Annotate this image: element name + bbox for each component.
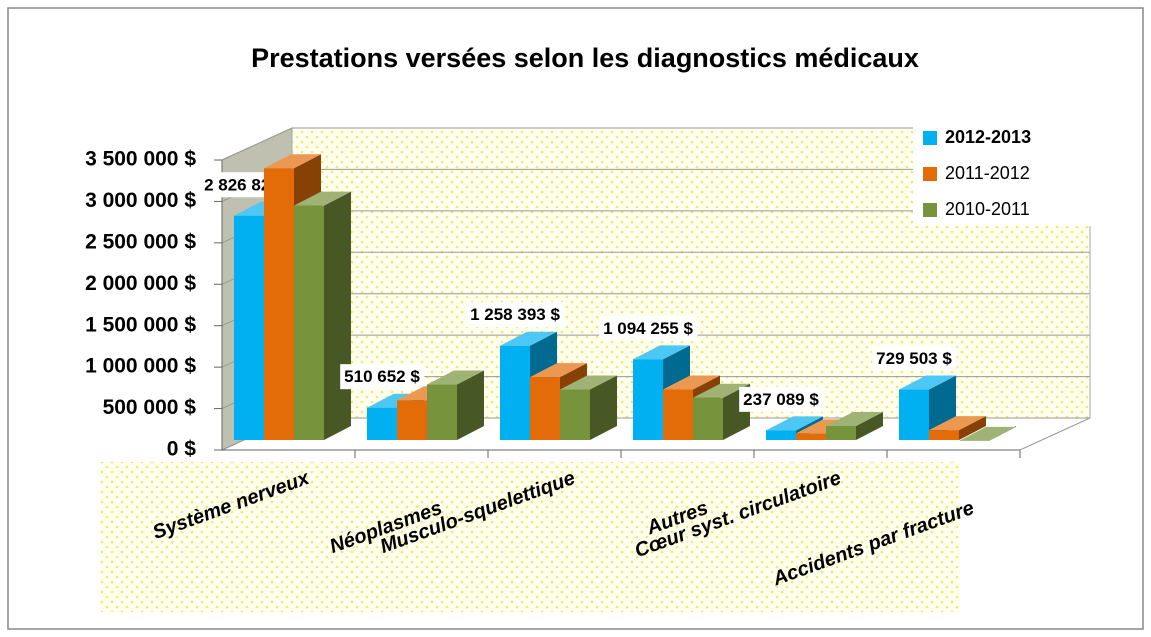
data-label-box (466, 302, 565, 328)
y-tick-label: 3 500 000 $ (85, 148, 196, 171)
data-label: 510 652 $ (344, 367, 420, 386)
y-tick-label: 2 500 000 $ (85, 230, 196, 253)
grid-line (221, 127, 1090, 161)
bar-top (766, 416, 823, 431)
bar (826, 425, 856, 440)
bar-top (693, 383, 750, 398)
legend-marker (923, 167, 937, 181)
y-tick-label: 1 500 000 $ (85, 313, 196, 336)
data-label: 729 503 $ (876, 349, 952, 368)
category-area (100, 462, 960, 612)
bar-top (500, 331, 557, 346)
bar (663, 389, 693, 440)
y-tick-label: 500 000 $ (103, 396, 197, 419)
bar-side (324, 191, 351, 440)
y-tick-label: 2 000 000 $ (85, 272, 196, 295)
bar (530, 377, 560, 440)
bar-top (530, 363, 587, 378)
data-label-group: 1 258 393 $ (466, 302, 565, 328)
data-label-box (872, 346, 957, 372)
data-label-group: 1 094 255 $ (599, 315, 698, 341)
bar (929, 430, 959, 440)
bar-top (427, 370, 484, 385)
bar-top (633, 345, 690, 360)
bar (796, 433, 826, 440)
bar-top (663, 375, 720, 390)
bar (899, 389, 929, 440)
data-label: 1 258 393 $ (470, 305, 560, 324)
bar-top (899, 375, 956, 390)
legend-label: 2012-2013 (945, 127, 1031, 147)
y-tick-label: 0 $ (167, 438, 197, 461)
data-label-box (739, 386, 824, 412)
data-label-box (340, 364, 425, 390)
data-label-group: 237 089 $ (739, 386, 824, 412)
data-label: 1 094 255 $ (603, 319, 693, 338)
bar (264, 168, 294, 441)
bar-top (959, 426, 1016, 441)
bar-top (826, 411, 883, 426)
data-label-box (599, 315, 698, 341)
data-label-group: 729 503 $ (872, 346, 957, 372)
bar-top (560, 375, 617, 390)
bar (397, 400, 427, 440)
bar-side (457, 370, 484, 440)
bar-top (264, 154, 321, 169)
data-label-group: 510 652 $ (340, 364, 425, 390)
legend-label: 2010-2011 (945, 199, 1030, 219)
bar (633, 359, 663, 440)
bar (367, 407, 397, 440)
bar-side (590, 375, 617, 440)
bar (294, 205, 324, 440)
bar (500, 345, 530, 440)
bar (427, 384, 457, 440)
bar-top (294, 191, 351, 206)
legend-label: 2011-2012 (945, 163, 1030, 183)
chart-title: Prestations versées selon les diagnostic… (251, 43, 919, 73)
bar-top (929, 416, 986, 431)
bar (234, 215, 264, 440)
bar-side (959, 416, 986, 440)
y-tick-label: 3 000 000 $ (85, 189, 196, 212)
legend-marker (923, 203, 937, 217)
legend-marker (923, 131, 937, 145)
bar (766, 430, 796, 440)
data-label: 237 089 $ (743, 390, 819, 409)
y-tick-label: 1 000 000 $ (85, 355, 196, 378)
bar-side (856, 411, 883, 440)
legend-box (913, 118, 1091, 226)
bar (560, 389, 590, 440)
bar (693, 397, 723, 440)
